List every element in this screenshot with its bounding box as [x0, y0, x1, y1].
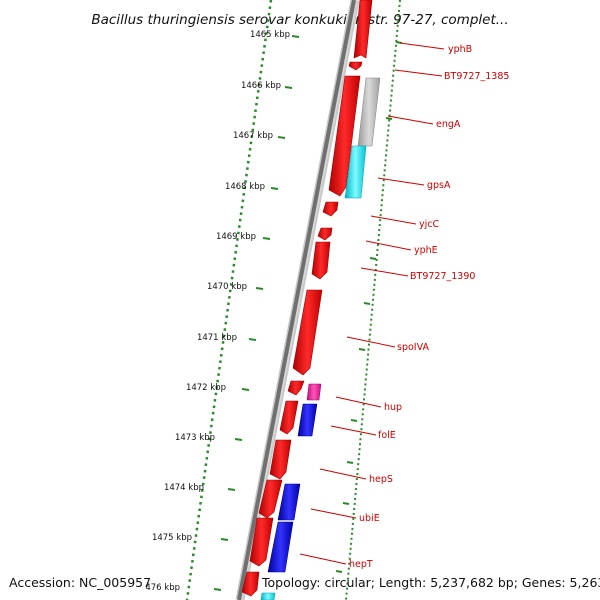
- feature-hepT[interactable]: [249, 517, 274, 567]
- gene-label-spoIVA[interactable]: spoIVA: [397, 342, 429, 353]
- gene-label-BT9727-1385[interactable]: BT9727_1385: [444, 71, 509, 82]
- cog-category-track: [260, 77, 381, 600]
- gene-label-hepT[interactable]: hepT: [349, 559, 373, 570]
- feature-hup[interactable]: [287, 380, 305, 396]
- gene-label-yjcC[interactable]: yjcC: [419, 219, 439, 230]
- kbp-label-1470: 1470 kbp: [207, 282, 247, 292]
- cds-track: [241, 0, 373, 597]
- gene-label-engA[interactable]: engA: [436, 119, 461, 130]
- gene-label-gpsA[interactable]: gpsA: [427, 180, 451, 191]
- kbp-label-1467: 1467 kbp: [233, 131, 273, 141]
- feature-folE[interactable]: [279, 400, 299, 435]
- feature-gpsA[interactable]: [322, 201, 339, 217]
- feature-engA[interactable]: [328, 75, 361, 197]
- category-gpsA-cyan: [344, 145, 367, 199]
- genome-summary-text: Topology: circular; Length: 5,237,682 bp…: [261, 575, 600, 590]
- category-engA-grey: [357, 77, 381, 147]
- gene-label-BT9727-1390[interactable]: BT9727_1390: [410, 271, 475, 282]
- feature-yjcC[interactable]: [317, 227, 333, 241]
- feature-spoIVA[interactable]: [292, 289, 323, 376]
- outer-scale-ring: [345, 0, 401, 600]
- kbp-label-1472: 1472 kbp: [186, 383, 226, 393]
- gene-label-yphB[interactable]: yphB: [448, 44, 472, 55]
- gene-label-folE[interactable]: folE: [378, 430, 396, 441]
- kbp-label-1465: 1465 kbp: [250, 30, 290, 40]
- gene-label-yphE[interactable]: yphE: [414, 245, 438, 256]
- feature-hepS[interactable]: [269, 439, 292, 480]
- kbp-label-1471: 1471 kbp: [197, 333, 237, 343]
- kbp-scale: 1465 kbp 1466 kbp 1467 kbp 1468 kbp 1469…: [145, 30, 300, 593]
- feature-yphE[interactable]: [311, 241, 331, 280]
- genome-backbone: [235, 0, 360, 600]
- category-folE-blue: [297, 403, 318, 437]
- gene-label-ubiE[interactable]: ubiE: [359, 513, 380, 524]
- feature-downstream[interactable]: [241, 571, 260, 597]
- feature-yphB[interactable]: [353, 0, 373, 59]
- category-downstream-cyan: [260, 592, 276, 600]
- kbp-label-1475: 1475 kbp: [152, 533, 192, 543]
- accession-text: Accession: NC_005957: [9, 575, 151, 590]
- kbp-label-1473: 1473 kbp: [175, 433, 215, 443]
- category-ubiE-blue: [277, 483, 301, 521]
- category-hepT-blue: [267, 521, 294, 573]
- category-hup-pink: [306, 383, 322, 401]
- gene-label-hepS[interactable]: hepS: [369, 474, 393, 485]
- kbp-label-1468: 1468 kbp: [225, 182, 265, 192]
- gene-labels: yphB BT9727_1385 engA gpsA yjcC yphE BT9…: [349, 44, 509, 570]
- kbp-label-1466: 1466 kbp: [241, 81, 281, 91]
- kbp-label-1474: 1474 kbp: [164, 483, 204, 493]
- map-title: Bacillus thuringiensis serovar konkukian…: [91, 12, 508, 28]
- gene-label-hup[interactable]: hup: [384, 402, 402, 413]
- feature-BT9727-1385[interactable]: [348, 61, 363, 71]
- feature-ubiE[interactable]: [258, 479, 283, 519]
- kbp-label-1476: 476 kbp: [145, 583, 180, 593]
- kbp-label-1469: 1469 kbp: [216, 232, 256, 242]
- gene-label-connectors: [299, 42, 445, 565]
